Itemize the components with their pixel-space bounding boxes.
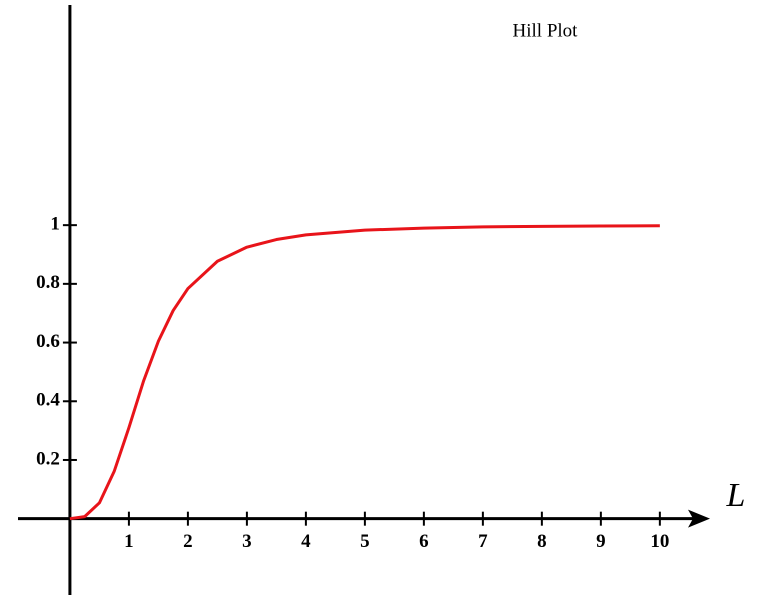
x-tick-label: 4 — [301, 531, 311, 552]
y-tick-label: 0.4 — [36, 390, 60, 411]
x-tick-label: 9 — [596, 531, 606, 552]
x-tick-label: 7 — [478, 531, 488, 552]
data-line — [69, 224, 660, 521]
x-axis-label: L — [726, 477, 746, 514]
y-tick-label: 1 — [50, 214, 60, 235]
x-tick-label: 8 — [537, 531, 547, 552]
y-tick-label: 0.6 — [36, 331, 60, 352]
chart-title: Hill Plot — [513, 20, 579, 41]
x-tick-label: 2 — [183, 531, 193, 552]
y-tick-label: 0.2 — [36, 448, 60, 469]
x-tick-label: 1 — [124, 531, 134, 552]
x-tick-label: 10 — [650, 531, 669, 552]
x-axis-arrow — [688, 509, 710, 528]
x-tick-label: 5 — [360, 531, 370, 552]
x-tick-label: 6 — [419, 531, 429, 552]
y-tick-label: 0.8 — [36, 272, 60, 293]
x-tick-label: 3 — [242, 531, 252, 552]
